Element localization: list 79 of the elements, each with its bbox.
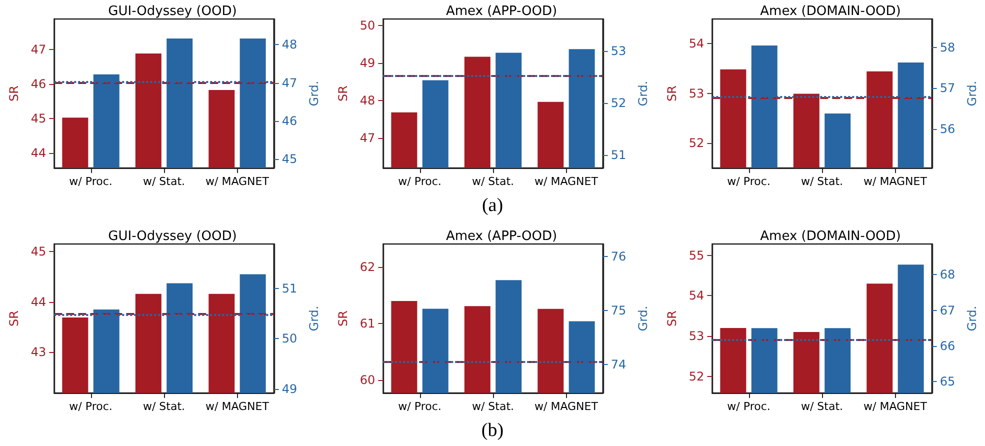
x-tick-label: w/ Proc. [398,400,442,413]
y2-tick-label: 65 [940,374,956,389]
y-tick-label: 61 [360,316,376,331]
chart-title: Amex (APP-OOD) [446,229,558,244]
x-tick-label: w/ Stat. [472,400,514,413]
x-tick-label: w/ Stat. [800,400,844,413]
y-tick-label: 44 [30,146,46,160]
y2-tick-label: 67 [940,303,956,318]
y-tick-label: 52 [688,136,704,150]
y2-axis-title: Grd. [965,306,979,332]
y-tick-label: 60 [360,373,376,388]
y2-tick-label: 74 [610,357,626,372]
x-tick-label: w/ Stat. [800,175,844,188]
y2-tick-label: 46 [282,114,298,128]
y-tick-label: 53 [688,86,704,100]
x-tick-label: w/ Proc. [69,400,112,413]
y2-tick-label: 51 [282,281,298,296]
y2-tick-label: 66 [940,338,956,353]
chart-title: GUI-Odyssey (OOD) [108,4,237,19]
y-tick-label: 53 [688,329,704,344]
y2-tick-label: 76 [610,249,626,264]
y-tick-label: 45 [30,244,46,259]
y2-axis-title: Grd. [965,80,979,106]
y2-axis-title: Grd. [636,306,650,332]
x-tick-label: w/ Proc. [727,175,770,188]
y2-tick-label: 48 [282,38,298,52]
y-tick-label: 52 [688,369,704,384]
y-tick-label: 47 [360,130,376,145]
y-axis-title: SR [336,310,350,326]
y-tick-label: 62 [360,260,376,274]
y2-tick-label: 50 [282,332,298,346]
y2-axis-title: Grd. [307,80,321,106]
y2-tick-label: 56 [940,122,956,136]
y2-tick-label: 47 [282,76,298,90]
x-tick-label: w/ MAGNET [205,400,270,413]
x-tick-label: w/ MAGNET [863,175,928,188]
x-tick-label: w/ Proc. [398,175,442,188]
x-tick-label: w/ MAGNET [205,175,270,188]
text: (a) [480,195,504,217]
y2-tick-label: 45 [282,152,298,166]
y-tick-label: 49 [360,56,376,70]
y2-tick-label: 75 [610,303,626,318]
y2-tick-label: 68 [940,268,956,282]
x-tick-label: w/ MAGNET [534,400,598,413]
x-tick-label: w/ Stat. [472,175,514,188]
chart-title: GUI-Odyssey (OOD) [108,229,237,244]
y-tick-label: 46 [30,77,46,92]
y-tick-label: 54 [688,36,704,50]
y2-axis-title: Grd. [636,80,650,106]
y2-tick-label: 49 [282,382,298,396]
x-tick-label: w/ MAGNET [863,400,928,413]
x-tick-label: w/ MAGNET [534,175,598,188]
y-tick-label: 43 [30,345,46,360]
x-tick-label: w/ Proc. [69,175,112,188]
text: (b) [480,420,505,442]
y2-tick-label: 51 [610,148,626,162]
y-tick-label: 55 [688,248,704,262]
y-tick-label: 47 [30,42,46,57]
y-axis-title: SR [665,86,679,102]
y-tick-label: 50 [360,18,376,33]
y-tick-label: 48 [360,93,376,108]
chart-title: Amex (APP-OOD) [446,4,558,19]
y-axis-title: SR [7,86,21,102]
y-axis-title: SR [665,310,679,326]
chart-title: Amex (DOMAIN-OOD) [760,4,901,19]
y-axis-title: SR [7,310,21,326]
y-tick-label: 44 [30,294,46,309]
y2-tick-label: 52 [610,96,626,110]
y-axis-title: SR [336,86,350,102]
y2-tick-label: 53 [610,44,626,58]
chart-title: Amex (DOMAIN-OOD) [760,229,901,244]
y2-tick-label: 58 [940,40,956,54]
y-tick-label: 54 [688,288,704,303]
y2-axis-title: Grd. [307,306,321,332]
x-tick-label: w/ Stat. [142,400,186,413]
x-tick-label: w/ Proc. [727,400,770,413]
y-tick-label: 45 [30,112,46,126]
y2-tick-label: 57 [940,81,956,96]
x-tick-label: w/ Stat. [142,175,186,188]
